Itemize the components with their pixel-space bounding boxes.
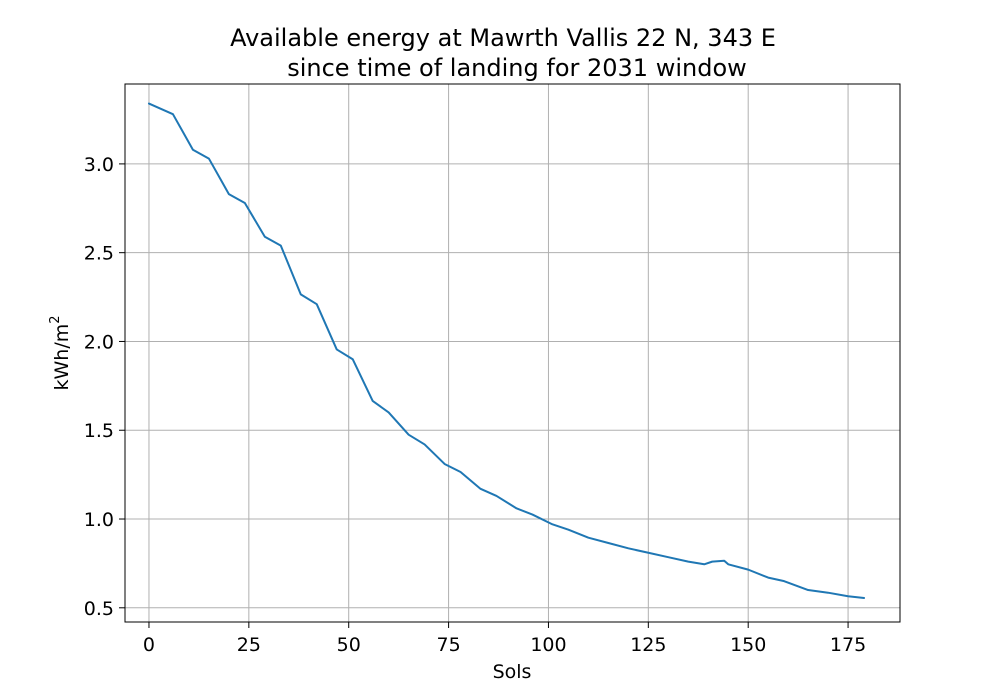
axis-ticks: 0 25 50 75 100 125 150 175 0.5 1.0 1.5 2.0 2.5 3.0 [84, 154, 866, 656]
y-tick-label: 0.5 [84, 598, 114, 620]
x-tick-label: 100 [530, 634, 566, 656]
y-tick-label: 1.0 [84, 509, 114, 531]
x-tick-label: 125 [630, 634, 666, 656]
x-tick-label: 75 [436, 634, 460, 656]
y-tick-label: 2.0 [84, 331, 114, 353]
x-axis-label: Sols [493, 661, 532, 683]
y-axis-label-superscript: 2 [48, 315, 63, 323]
series-line-available-energy [147, 102, 866, 600]
y-axis-label-unit: kWh/m [51, 324, 73, 391]
y-axis-label: kWh/m2 [48, 315, 73, 390]
x-tick-label: 0 [143, 634, 155, 656]
grid [125, 84, 900, 622]
x-tick-label: 175 [830, 634, 866, 656]
chart-title-line-2: since time of landing for 2031 window [287, 54, 747, 82]
y-axis-label-group: kWh/m2 [48, 315, 73, 390]
chart-title-line-1: Available energy at Mawrth Vallis 22 N, … [230, 24, 776, 52]
x-tick-label: 150 [730, 634, 766, 656]
y-tick-label: 2.5 [84, 243, 114, 265]
x-tick-label: 25 [237, 634, 261, 656]
y-tick-label: 3.0 [84, 154, 114, 176]
series-layer [147, 102, 866, 600]
plot-frame [124, 83, 901, 623]
x-tick-label: 50 [337, 634, 361, 656]
y-tick-label: 1.5 [84, 420, 114, 442]
